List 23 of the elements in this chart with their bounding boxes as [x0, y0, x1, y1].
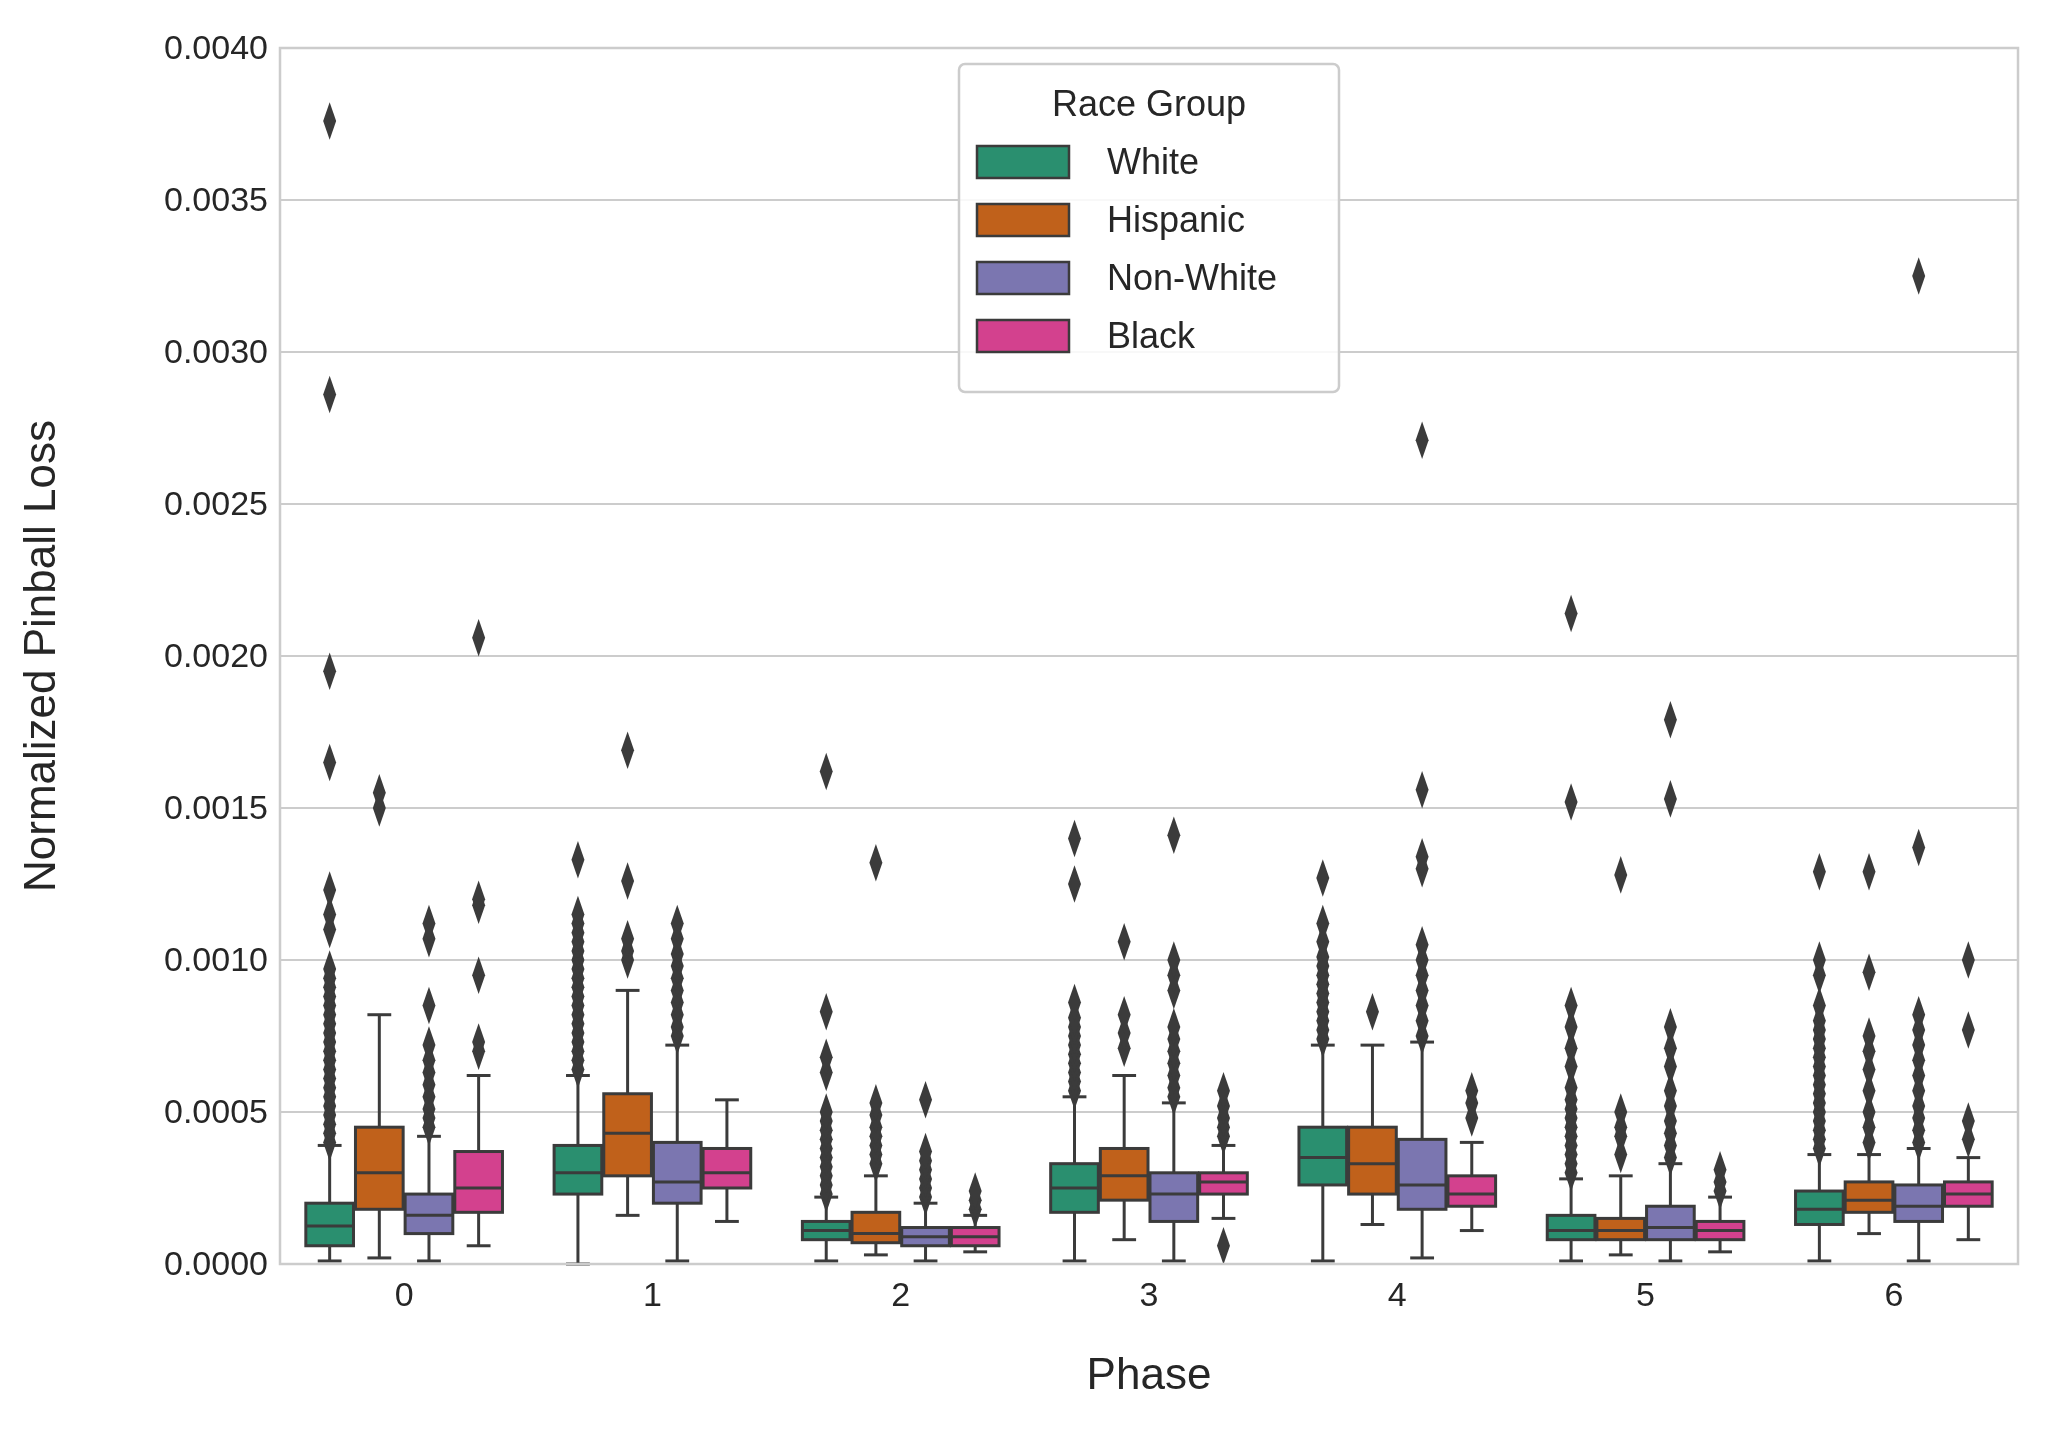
- x-tick-label: 2: [891, 1275, 911, 1314]
- y-tick-label: 0.0005: [164, 1092, 268, 1131]
- legend-label: White: [1107, 141, 1200, 182]
- y-tick-label: 0.0000: [164, 1244, 268, 1283]
- x-tick-label: 1: [642, 1275, 662, 1314]
- y-tick-label: 0.0030: [164, 332, 268, 371]
- legend-label: Black: [1107, 315, 1197, 356]
- y-tick-label: 0.0015: [164, 788, 268, 827]
- y-tick-label: 0.0025: [164, 484, 268, 523]
- y-tick-label: 0.0020: [164, 636, 268, 675]
- y-axis-title: Normalized Pinball Loss: [15, 420, 64, 892]
- legend-label: Non-White: [1107, 257, 1278, 298]
- x-axis-title: Phase: [1086, 1349, 1212, 1398]
- x-tick-label: 5: [1636, 1275, 1656, 1314]
- x-tick-label: 0: [394, 1275, 414, 1314]
- legend-label: Hispanic: [1107, 199, 1246, 240]
- legend-title: Race Group: [1051, 83, 1247, 124]
- y-tick-label: 0.0035: [164, 180, 268, 219]
- y-tick-label: 0.0010: [164, 940, 268, 979]
- y-tick-label: 0.0040: [164, 28, 268, 67]
- x-tick-label: 3: [1139, 1275, 1159, 1314]
- x-tick-label: 4: [1387, 1275, 1407, 1314]
- x-tick-label: 6: [1884, 1275, 1904, 1314]
